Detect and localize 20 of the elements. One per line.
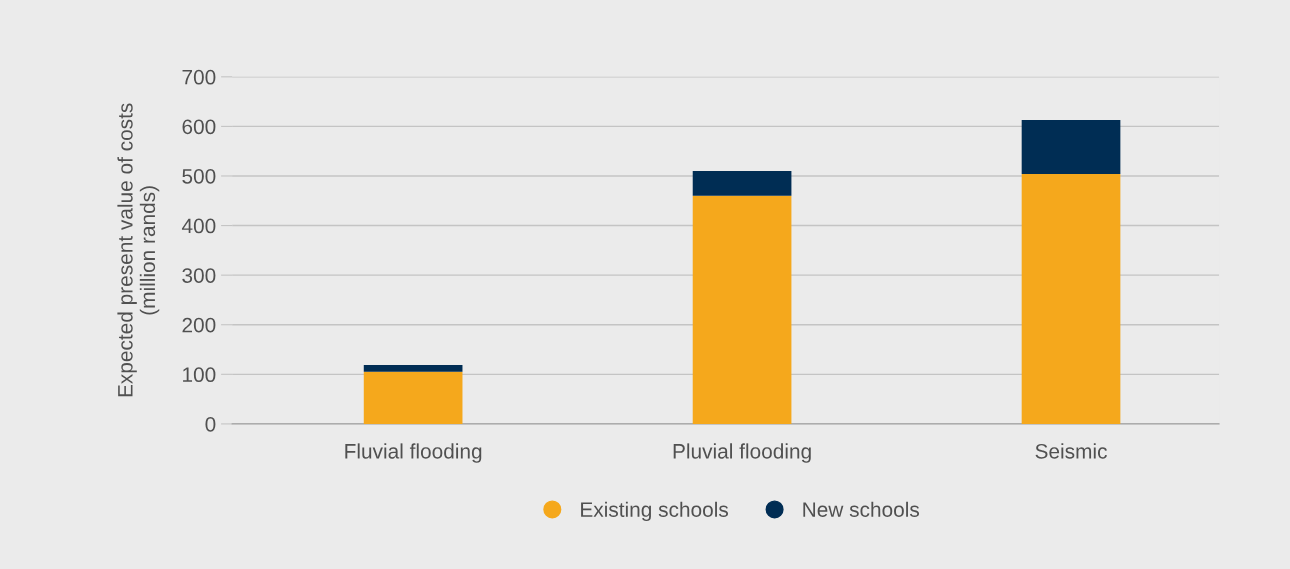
- bar: [1021, 174, 1121, 424]
- x-tick-label: Pluvial flooding: [673, 443, 811, 463]
- x-tick-label: Seismic: [1035, 443, 1107, 459]
- y-tick-label: 400: [181, 218, 216, 234]
- y-tick-label: 0: [205, 416, 216, 432]
- y-tick-label: 200: [182, 317, 216, 333]
- bar: [363, 371, 463, 424]
- y-tick-label: 100: [183, 367, 216, 383]
- legend-label: Existing schools: [581, 501, 729, 522]
- y-tick-label: 500: [182, 168, 216, 184]
- bar: [363, 364, 463, 372]
- legend-label: New schools: [803, 501, 920, 517]
- y-tick-label: 600: [182, 119, 216, 135]
- x-tick-label: Fluvial flooding: [345, 443, 482, 463]
- y-tick-label: 700: [182, 69, 216, 85]
- y-tick-label: 300: [182, 268, 216, 283]
- bar: [1021, 119, 1121, 174]
- bar: [692, 195, 792, 424]
- bar: [692, 171, 792, 196]
- y-axis-title: Expected present value of costs (million rands): [117, 103, 160, 397]
